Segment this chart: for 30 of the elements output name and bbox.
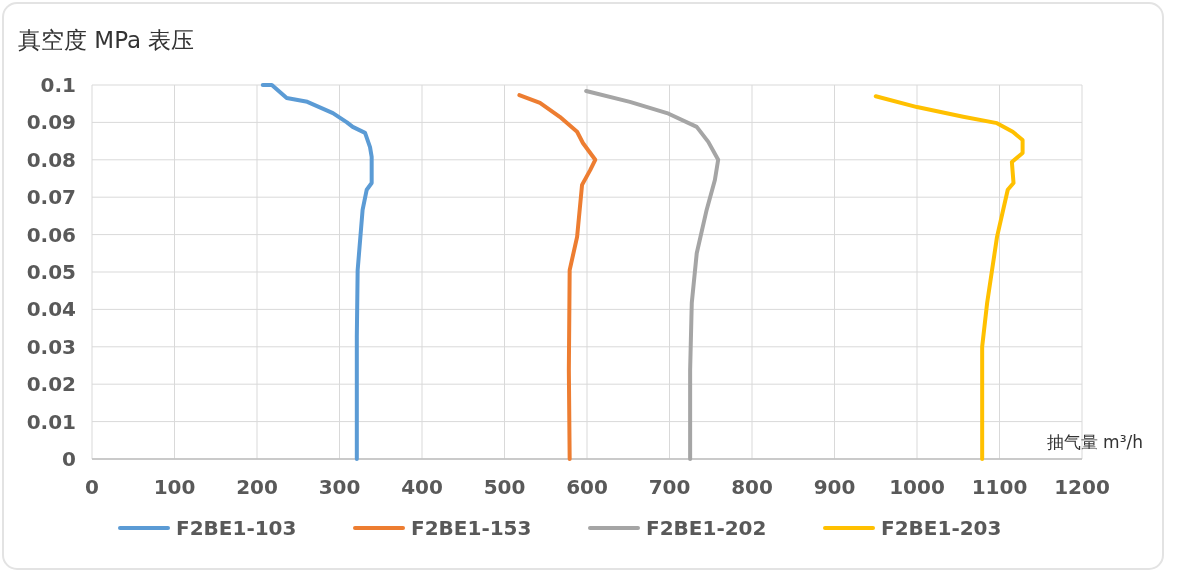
y-tick-label: 0.1 (40, 73, 76, 97)
y-tick-label: 0.09 (26, 110, 76, 135)
x-tick-label: 600 (566, 475, 608, 499)
x-tick-label: 800 (731, 475, 773, 499)
y-tick-label: 0.08 (26, 147, 76, 172)
x-tick-label: 400 (401, 475, 443, 499)
y-tick-label: 0.01 (26, 409, 76, 434)
y-tick-label: 0.07 (26, 185, 76, 210)
x-axis-title: 抽气量 m³/h (1046, 432, 1143, 452)
y-tick-label: 0.04 (26, 297, 76, 322)
legend-label: F2BE1-103 (176, 516, 297, 540)
y-tick-label: 0 (62, 447, 76, 471)
y-axis-title: 真空度 MPa 表压 (18, 27, 195, 53)
x-tick-label: 1100 (971, 475, 1028, 499)
x-tick-label: 700 (648, 475, 691, 499)
x-tick-label: 100 (153, 475, 196, 499)
legend-label: F2BE1-153 (411, 516, 532, 540)
x-tick-label: 200 (236, 475, 278, 499)
y-tick-label: 0.03 (26, 334, 76, 359)
y-tick-label: 0.06 (26, 222, 76, 247)
x-tick-label: 1000 (889, 475, 945, 499)
x-tick-label: 500 (483, 475, 526, 499)
y-tick-label: 0.05 (26, 260, 76, 284)
x-tick-label: 300 (318, 475, 361, 499)
x-tick-label: 900 (813, 475, 856, 499)
x-tick-label: 0 (85, 475, 99, 499)
x-tick-label: 1200 (1054, 475, 1110, 499)
legend-label: F2BE1-202 (646, 516, 767, 540)
y-tick-label: 0.02 (26, 372, 76, 397)
legend-label: F2BE1-203 (881, 516, 1002, 540)
